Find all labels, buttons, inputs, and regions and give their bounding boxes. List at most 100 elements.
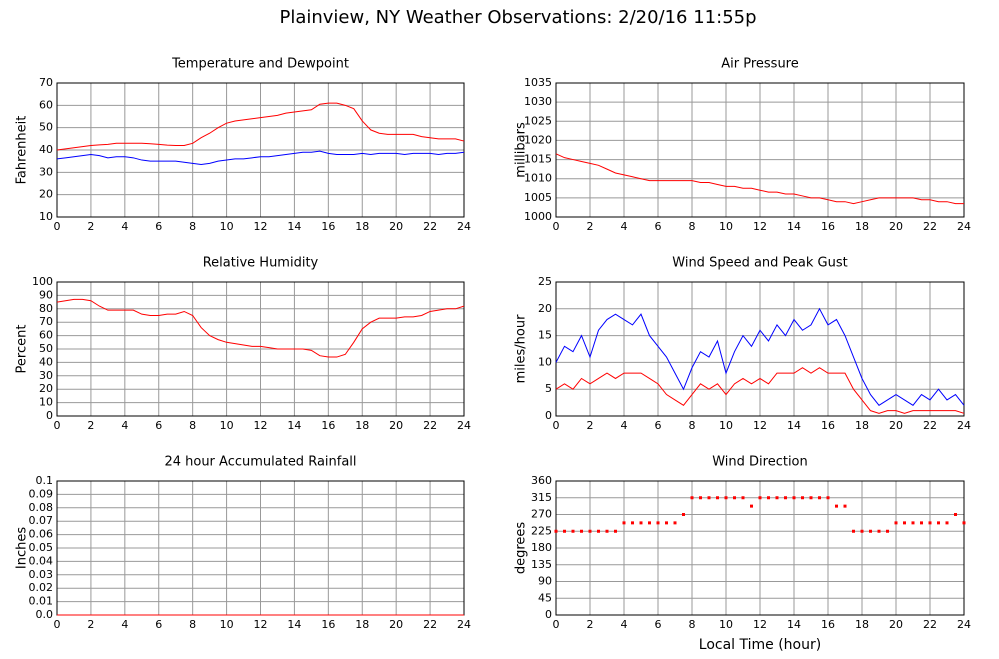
chart-title: Temperature and Dewpoint: [171, 57, 349, 72]
x-tick-label: 6: [655, 220, 662, 233]
x-tick-label: 2: [587, 618, 594, 631]
data-point: [775, 496, 779, 500]
x-tick-label: 20: [889, 419, 903, 432]
data-point: [962, 521, 966, 525]
y-tick-label: 135: [531, 558, 552, 571]
y-tick-label: 1020: [524, 133, 552, 146]
y-tick-label: 360: [531, 474, 552, 487]
data-point: [588, 529, 592, 533]
y-tick-label: 0.01: [29, 595, 54, 608]
y-tick-label: 40: [39, 355, 53, 368]
x-tick-label: 16: [321, 618, 335, 631]
data-point: [639, 521, 643, 525]
x-tick-label: 8: [689, 220, 696, 233]
data-point: [554, 529, 558, 533]
x-tick-label: 14: [287, 419, 301, 432]
data-point: [792, 496, 796, 500]
x-tick-label: 14: [287, 220, 301, 233]
x-tick-label: 22: [423, 618, 437, 631]
data-line: [56, 102, 465, 151]
x-tick-label: 2: [587, 419, 594, 432]
data-point: [690, 496, 694, 500]
data-point: [877, 529, 881, 533]
y-tick-label: 10: [39, 210, 53, 223]
data-line: [56, 150, 465, 166]
x-tick-label: 14: [787, 220, 801, 233]
data-point: [818, 496, 821, 500]
y-tick-label: 270: [531, 508, 552, 521]
y-tick-label: 90: [538, 575, 552, 588]
data-point: [920, 521, 923, 525]
x-tick-label: 12: [753, 419, 767, 432]
y-tick-label: 0.06: [29, 528, 54, 541]
chart-title: Relative Humidity: [203, 256, 319, 271]
data-point: [860, 529, 864, 533]
data-point: [911, 521, 915, 525]
y-tick-label: 15: [538, 329, 552, 342]
plot-frame: [555, 82, 965, 218]
data-point: [724, 496, 728, 500]
data-point: [605, 529, 609, 533]
data-point: [563, 529, 566, 533]
y-tick-label: 0.08: [29, 501, 54, 514]
x-tick-label: 2: [87, 618, 94, 631]
y-tick-label: 10: [538, 355, 552, 368]
plot-frame: [555, 281, 965, 417]
x-tick-label: 22: [923, 618, 937, 631]
y-tick-label: 1025: [524, 114, 552, 127]
x-tick-label: 10: [719, 220, 733, 233]
data-point: [937, 521, 940, 525]
y-tick-label: 10: [39, 396, 53, 409]
data-point: [631, 521, 634, 525]
x-tick-label: 2: [87, 220, 94, 233]
data-point: [852, 529, 855, 533]
y-tick-label: 20: [39, 188, 53, 201]
data-point: [903, 521, 906, 525]
x-tick-label: 8: [189, 419, 196, 432]
data-point: [784, 496, 787, 500]
data-point: [622, 521, 626, 525]
y-tick-label: 1005: [524, 191, 552, 204]
x-tick-label: 10: [220, 220, 234, 233]
x-tick-label: 12: [254, 419, 268, 432]
y-tick-label: 0: [545, 608, 552, 621]
data-point: [648, 521, 651, 525]
x-tick-label: 18: [855, 220, 869, 233]
y-tick-label: 1030: [524, 95, 552, 108]
x-tick-label: 24: [457, 220, 471, 233]
x-tick-label: 8: [189, 618, 196, 631]
x-tick-label: 10: [220, 618, 234, 631]
y-axis-label: Percent: [15, 325, 30, 374]
data-point: [843, 504, 847, 508]
x-tick-label: 6: [655, 618, 662, 631]
data-line: [555, 307, 965, 406]
x-tick-label: 20: [389, 618, 403, 631]
x-tick-label: 20: [889, 618, 903, 631]
x-tick-label: 16: [321, 220, 335, 233]
y-tick-label: 50: [39, 342, 53, 355]
data-point: [682, 513, 685, 516]
x-tick-label: 16: [321, 419, 335, 432]
x-tick-label: 6: [155, 618, 162, 631]
x-tick-label: 18: [355, 618, 369, 631]
data-point: [716, 496, 719, 500]
y-tick-label: 0: [46, 409, 53, 422]
data-point: [699, 496, 702, 500]
y-tick-label: 20: [39, 382, 53, 395]
y-tick-label: 50: [39, 121, 53, 134]
y-tick-label: 180: [531, 541, 552, 554]
y-tick-label: 1010: [524, 172, 552, 185]
x-tick-label: 6: [155, 419, 162, 432]
y-tick-label: 1015: [524, 153, 552, 166]
x-tick-label: 12: [753, 220, 767, 233]
y-tick-label: 80: [39, 302, 53, 315]
y-axis-label: degrees: [514, 522, 529, 575]
x-tick-label: 18: [855, 419, 869, 432]
y-tick-label: 90: [39, 288, 53, 301]
plot-frame: [555, 480, 965, 616]
y-tick-label: 20: [538, 302, 552, 315]
data-point: [580, 529, 583, 533]
y-tick-label: 30: [39, 165, 53, 178]
x-tick-label: 8: [689, 618, 696, 631]
